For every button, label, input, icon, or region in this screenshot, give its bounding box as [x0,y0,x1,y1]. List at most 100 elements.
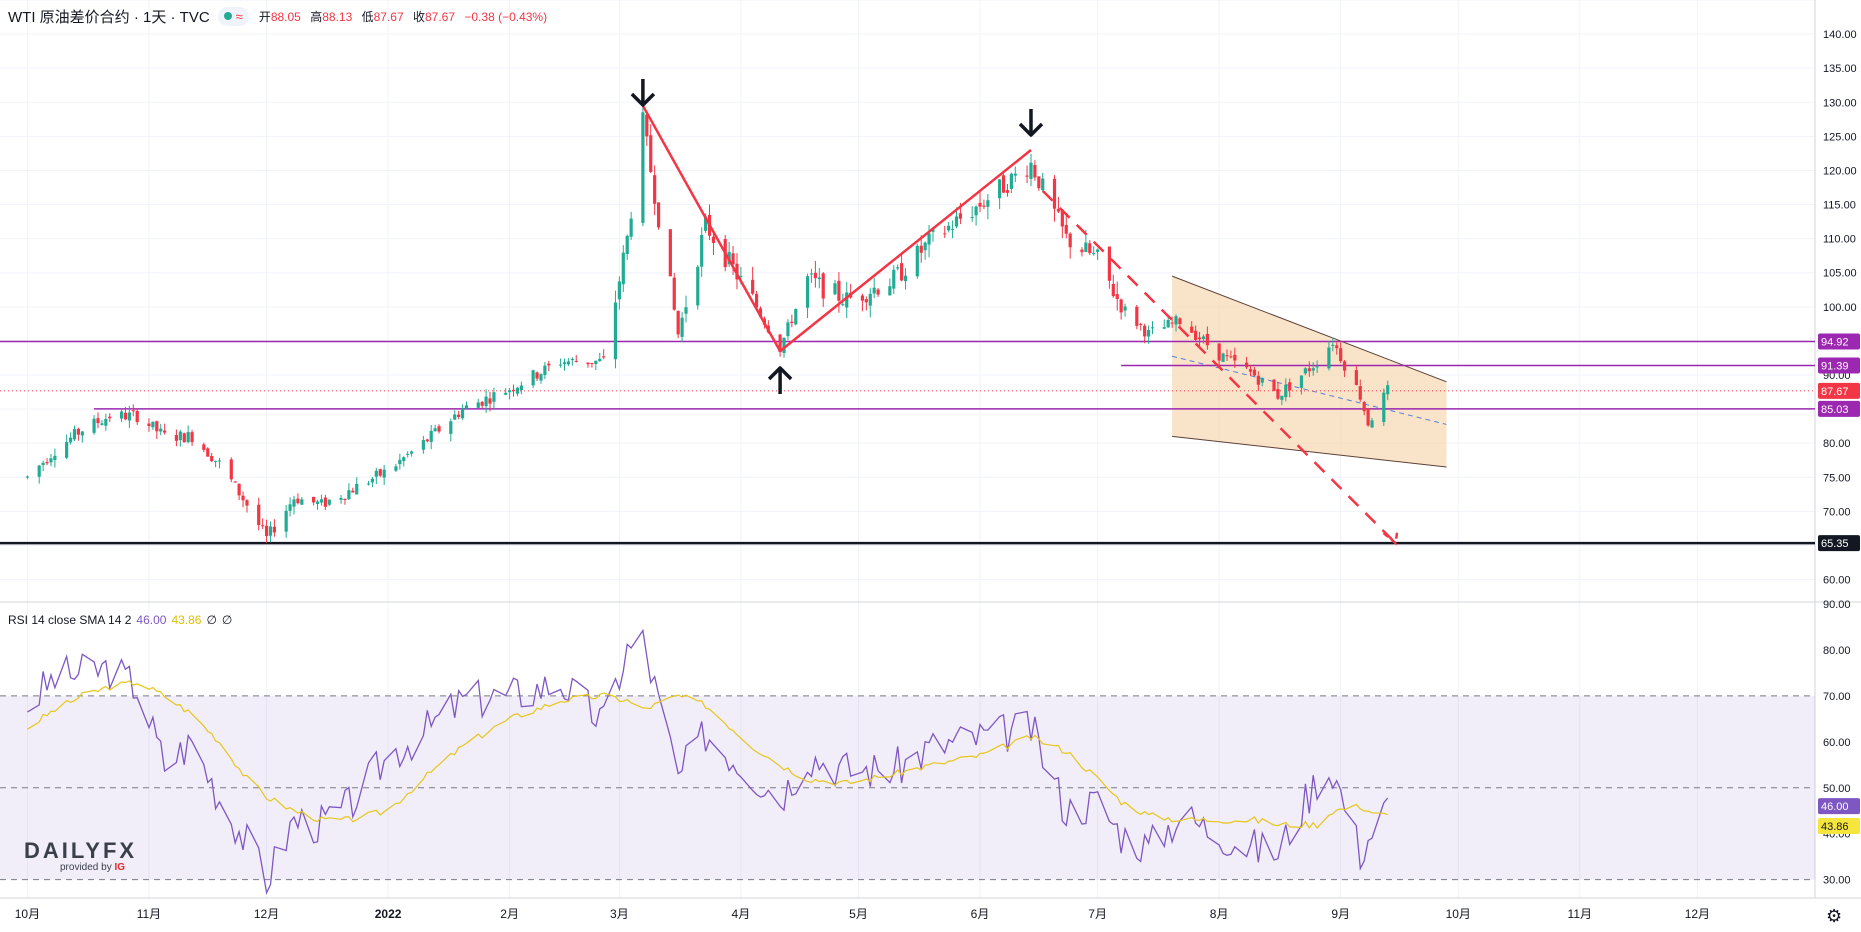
candle-body [1146,329,1151,337]
candle-body [790,321,794,324]
candle-body [1272,379,1276,391]
candle-body [182,433,186,443]
candle-body [625,235,629,254]
candle-body [319,499,324,503]
symbol-legend[interactable]: WTI 原油差价合约 · 1天 · TVC ≈ 开88.05 高88.13 低8… [8,6,553,26]
candle-body [202,444,206,450]
candle-body [805,276,810,308]
change-value: −0.38 (−0.43%) [464,9,548,24]
candle-body [845,292,849,308]
candle-body [453,414,457,420]
candle-body [535,372,539,379]
candle-body [1060,209,1064,227]
symbol-title[interactable]: WTI 原油差价合约 · 1天 · TVC [8,8,210,26]
candle-body [1084,242,1088,253]
candle-body [1115,294,1119,300]
candle-body [45,462,49,464]
candle-body [1307,368,1311,372]
candle-body [684,307,688,314]
candle-body [1139,323,1143,325]
candle-body [1135,306,1139,326]
candle-body [151,421,155,428]
status-badge[interactable]: ≈ [217,6,249,26]
candle-body [508,390,512,393]
candle-body [1260,377,1264,383]
low-value: 87.67 [373,9,404,24]
candle-body [1190,326,1194,333]
candle-body [1088,243,1092,254]
candle-body [237,483,241,496]
open-value: 88.05 [270,9,301,24]
candle-body [841,304,845,306]
high-value: 88.13 [322,9,353,24]
candle-body [511,389,516,392]
candle-body [339,498,343,500]
logo-text-a: DAILY [24,838,103,863]
candle-body [323,497,327,507]
gear-icon[interactable]: ⚙ [1826,906,1843,926]
rsi-legend[interactable]: RSI 14 close SMA 14 2 46.00 43.86 ∅ ∅ [8,613,232,627]
candle-body [1150,327,1155,329]
candle-body [1225,355,1229,357]
candle-body [119,411,124,419]
time-tick-label: 10月 [1446,907,1471,921]
ohlc-values: 开88.05 高88.13 低87.67 收87.67 −0.38 (−0.43… [259,8,553,25]
candle-body [1252,369,1257,376]
candle-body [484,396,488,407]
rsi-tick-label: 50.00 [1823,783,1851,795]
candle-body [460,408,465,419]
candle-body [421,440,425,450]
logo-text-b: FX [102,838,138,863]
candle-body [123,412,128,420]
candle-body [751,279,755,294]
rsi-tick-label: 70.00 [1823,691,1851,703]
candle-body [1194,330,1198,340]
candle-body [696,266,700,306]
candle-body [1162,327,1166,329]
candle-body [1111,283,1115,297]
candle-body [931,229,935,232]
candle-body [1327,347,1331,369]
candle-body [704,216,708,231]
candle-body [860,295,865,301]
projection-arrowhead [1382,528,1399,546]
candle-body [1362,402,1366,412]
candle-body [1342,361,1347,371]
candle-body [656,202,661,228]
candle-body [457,414,461,417]
candle-body [974,206,978,216]
candle-body [641,112,645,223]
candle-body [794,308,798,325]
candle-body [464,405,469,409]
sma-value: 43.86 [171,613,202,627]
candle-body [264,525,269,537]
arrow-up-icon-head [767,366,793,381]
rsi-tick-label: 60.00 [1823,737,1851,749]
price-tick-label: 140.00 [1823,29,1857,41]
candle-body [872,287,876,294]
candle-body [786,322,790,337]
candle-body [1092,253,1096,255]
candle-body [1001,175,1006,193]
candle-body [41,462,45,466]
candle-body [488,398,492,404]
candle-body [1056,208,1061,212]
rsi-line [27,628,1389,895]
candle-body [782,337,786,354]
candle-body [1052,178,1057,209]
candle-body [1143,325,1147,337]
candle-body [1280,395,1284,400]
candle-body [72,429,77,440]
price-tick-label: 110.00 [1823,234,1856,246]
rsi-title[interactable]: RSI 14 close SMA 14 2 [8,613,132,627]
candle-body [837,280,841,301]
candle-body [986,200,990,207]
candle-body [676,311,680,335]
rsi-value: 46.00 [136,613,167,627]
candle-body [206,448,210,457]
candle-body [1123,306,1127,311]
candle-body [37,465,41,477]
candle-body [1244,362,1249,368]
